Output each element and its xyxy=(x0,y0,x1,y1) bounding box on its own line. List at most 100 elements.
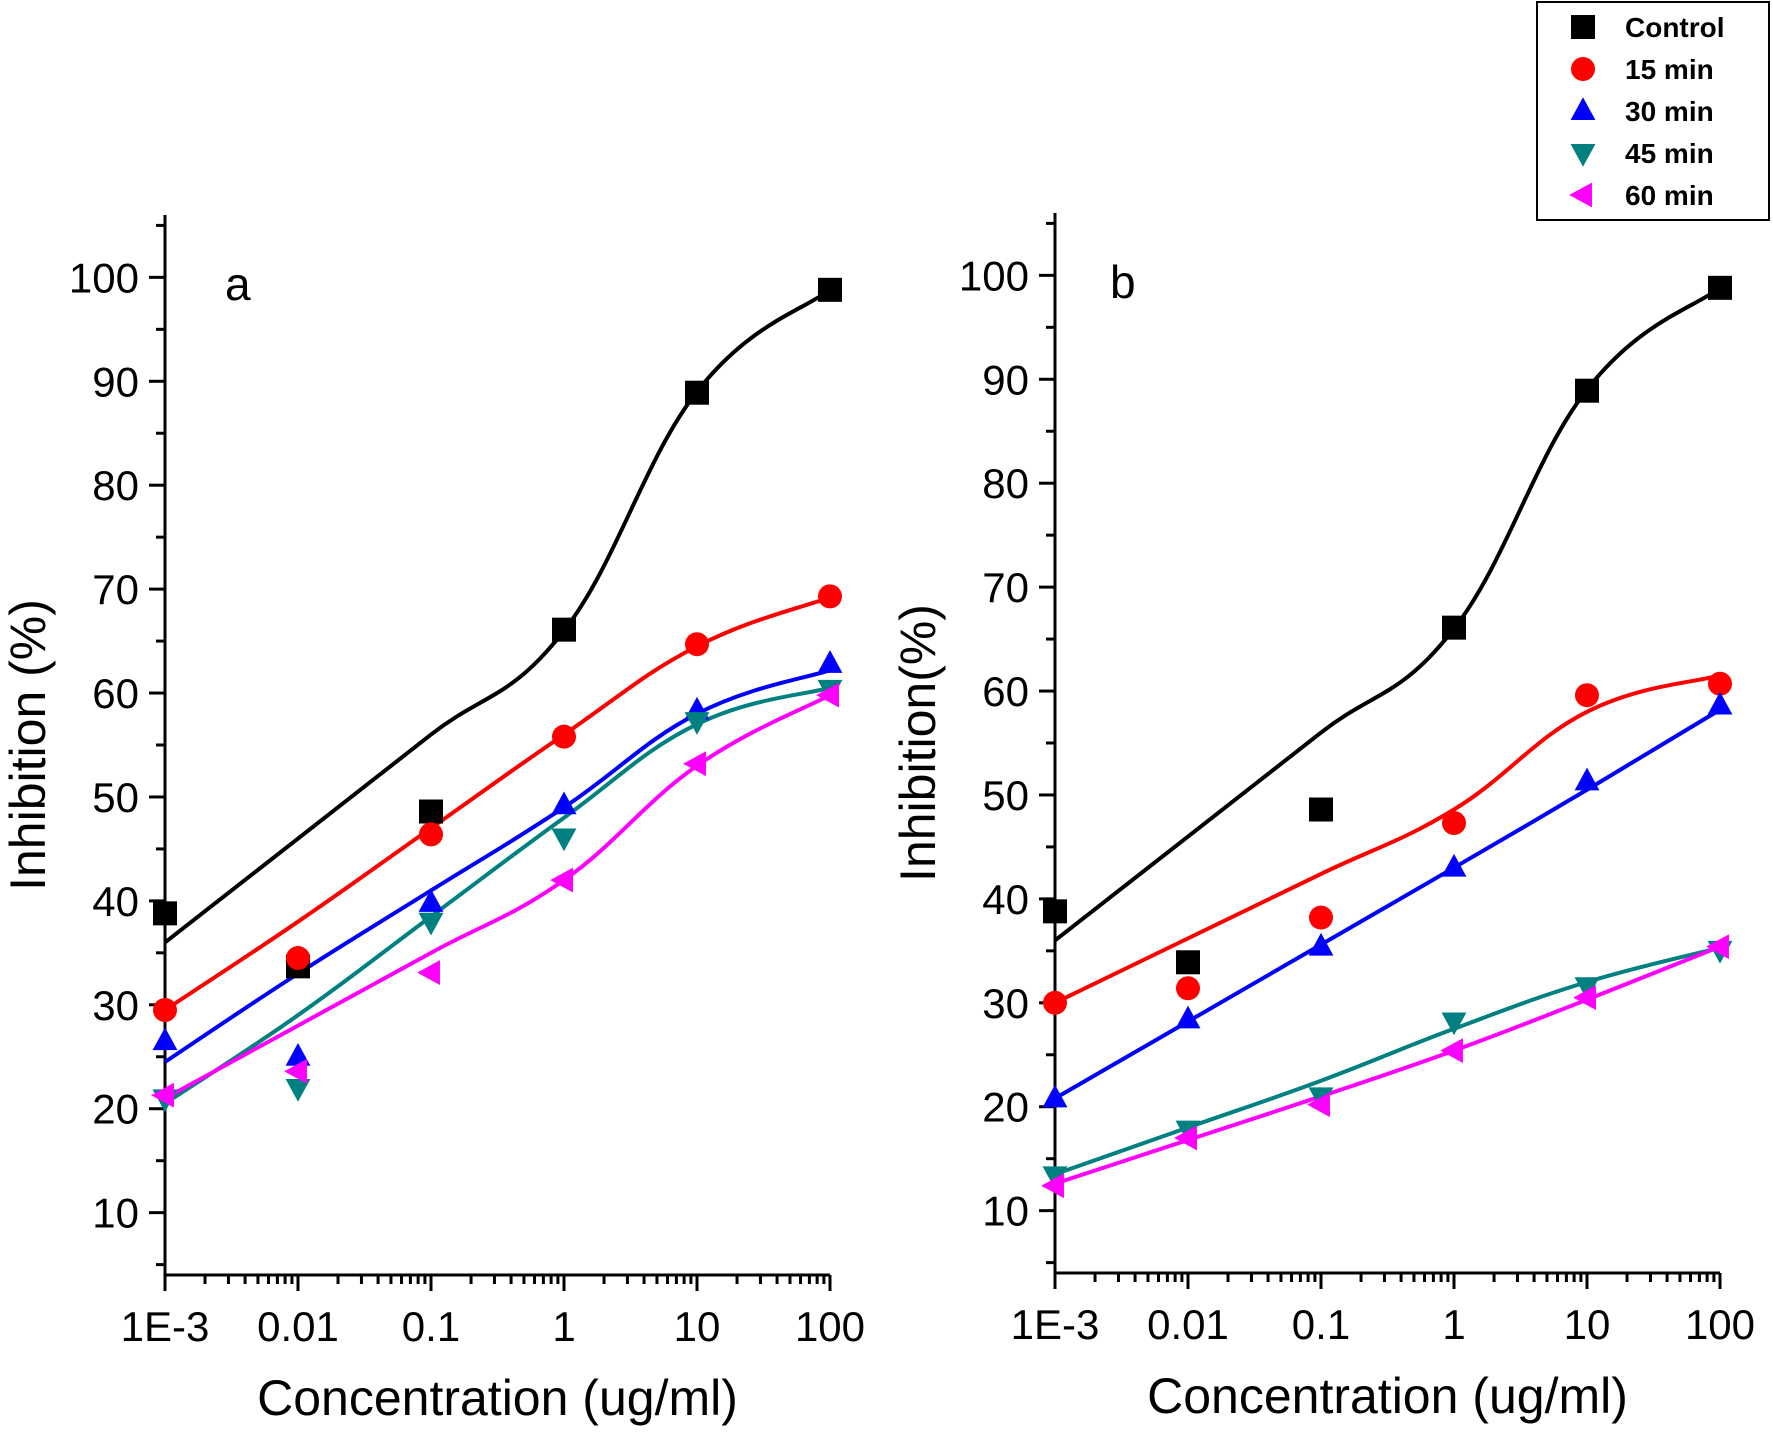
y-tick-label: 100 xyxy=(959,252,1029,299)
legend-marker xyxy=(1571,15,1595,39)
data-point-control xyxy=(419,799,443,824)
x-tick-label: 0.1 xyxy=(1292,1301,1350,1348)
data-point-control xyxy=(153,901,177,926)
data-point-45-min xyxy=(1042,1166,1068,1190)
x-axis-title: Concentration (ug/ml) xyxy=(257,1370,738,1426)
x-axis-title: Concentration (ug/ml) xyxy=(1147,1368,1628,1424)
y-tick-label: 70 xyxy=(982,564,1029,611)
y-axis-title: Inhibition (%) xyxy=(0,599,56,891)
data-point-60-min xyxy=(417,960,440,986)
legend-label: 30 min xyxy=(1625,96,1714,127)
data-point-15-min xyxy=(685,632,709,657)
data-point-control xyxy=(1176,950,1200,975)
data-point-15-min xyxy=(286,946,310,971)
data-point-control xyxy=(1708,275,1732,300)
y-tick-label: 10 xyxy=(982,1188,1029,1235)
data-point-60-min xyxy=(816,682,839,708)
y-tick-label: 20 xyxy=(982,1084,1029,1131)
legend: Control 15 min 30 min 45 min 60 min xyxy=(1536,1,1770,221)
data-point-30-min xyxy=(1441,853,1467,877)
fit-line-60-min xyxy=(164,693,831,1101)
y-tick-label: 90 xyxy=(92,358,139,405)
data-point-30-min xyxy=(817,650,843,673)
data-point-60-min xyxy=(550,867,573,893)
fit-line-control xyxy=(163,288,832,945)
data-point-30-min xyxy=(1175,1005,1201,1029)
y-tick-label: 70 xyxy=(92,566,139,613)
y-tick-label: 50 xyxy=(982,772,1029,819)
data-point-15-min xyxy=(1708,671,1732,696)
fit-line-15-min xyxy=(163,595,831,1012)
data-point-15-min xyxy=(1575,683,1599,708)
y-tick-label: 80 xyxy=(92,462,139,509)
data-point-15-min xyxy=(1043,990,1067,1015)
data-point-60-min xyxy=(1440,1038,1463,1064)
data-point-control xyxy=(1575,378,1599,403)
fit-line-60-min xyxy=(1054,944,1721,1186)
y-tick-label: 60 xyxy=(92,670,139,717)
panel-label: b xyxy=(1110,256,1136,308)
data-point-15-min xyxy=(1442,811,1466,836)
data-point-30-min xyxy=(1042,1084,1068,1108)
y-tick-label: 100 xyxy=(69,254,139,301)
y-tick-label: 50 xyxy=(92,774,139,821)
data-point-60-min xyxy=(284,1058,307,1084)
data-point-30-min xyxy=(152,1027,178,1051)
data-point-15-min xyxy=(1309,905,1333,930)
data-point-15-min xyxy=(1176,976,1200,1001)
y-tick-label: 30 xyxy=(982,980,1029,1027)
data-point-30-min xyxy=(1574,767,1600,791)
y-tick-label: 80 xyxy=(982,460,1029,507)
data-point-60-min xyxy=(1706,934,1729,960)
data-point-control xyxy=(1309,797,1333,822)
fit-line-45-min xyxy=(163,685,831,1106)
y-tick-label: 30 xyxy=(92,982,139,1029)
fit-line-45-min xyxy=(1054,945,1721,1177)
x-tick-label: 0.1 xyxy=(402,1303,460,1350)
y-axis-title: Inhibition(%) xyxy=(890,604,946,882)
y-tick-label: 60 xyxy=(982,668,1029,715)
fit-line-control xyxy=(1053,286,1722,943)
legend-label: 45 min xyxy=(1625,138,1714,169)
legend-marker xyxy=(1569,182,1592,208)
data-point-30-min xyxy=(551,791,577,815)
y-tick-label: 20 xyxy=(92,1086,139,1133)
data-point-45-min xyxy=(285,1078,311,1102)
x-tick-label: 1 xyxy=(1442,1301,1465,1348)
legend-label: 60 min xyxy=(1625,180,1714,211)
panel-label: a xyxy=(225,258,251,310)
legend-marker xyxy=(1570,144,1596,167)
data-point-control xyxy=(818,277,842,302)
data-point-60-min xyxy=(1307,1092,1330,1118)
x-tick-label: 1 xyxy=(552,1303,575,1350)
data-point-60-min xyxy=(1573,985,1596,1011)
data-point-control xyxy=(685,380,709,405)
legend-label: Control xyxy=(1625,12,1725,43)
x-tick-label: 0.01 xyxy=(1147,1301,1229,1348)
y-tick-label: 10 xyxy=(92,1190,139,1237)
data-point-30-min xyxy=(1308,932,1334,956)
y-tick-label: 90 xyxy=(982,356,1029,403)
data-point-45-min xyxy=(1574,977,1600,1000)
fit-line-30-min xyxy=(163,668,831,1064)
legend-marker xyxy=(1571,57,1595,81)
y-tick-label: 40 xyxy=(92,878,139,925)
x-tick-label: 0.01 xyxy=(257,1303,339,1350)
data-point-60-min xyxy=(1041,1173,1064,1199)
x-tick-label: 100 xyxy=(1685,1301,1755,1348)
legend-label: 15 min xyxy=(1625,54,1714,85)
data-point-60-min xyxy=(151,1082,174,1108)
data-point-45-min xyxy=(551,828,577,852)
x-tick-label: 10 xyxy=(674,1303,721,1350)
data-point-15-min xyxy=(419,822,443,847)
panel-a: 10 20 30 40 50 60 70 80 90 100 1E-3 0.01 0.1 1 10 100 Co… xyxy=(0,215,865,1426)
data-point-15-min xyxy=(818,584,842,609)
x-tick-label: 1E-3 xyxy=(121,1303,210,1350)
data-point-45-min xyxy=(1441,1012,1467,1036)
data-point-60-min xyxy=(683,751,706,777)
data-point-30-min xyxy=(418,889,444,912)
data-point-30-min xyxy=(1707,691,1733,715)
y-tick-label: 40 xyxy=(982,876,1029,923)
data-point-15-min xyxy=(153,998,177,1022)
